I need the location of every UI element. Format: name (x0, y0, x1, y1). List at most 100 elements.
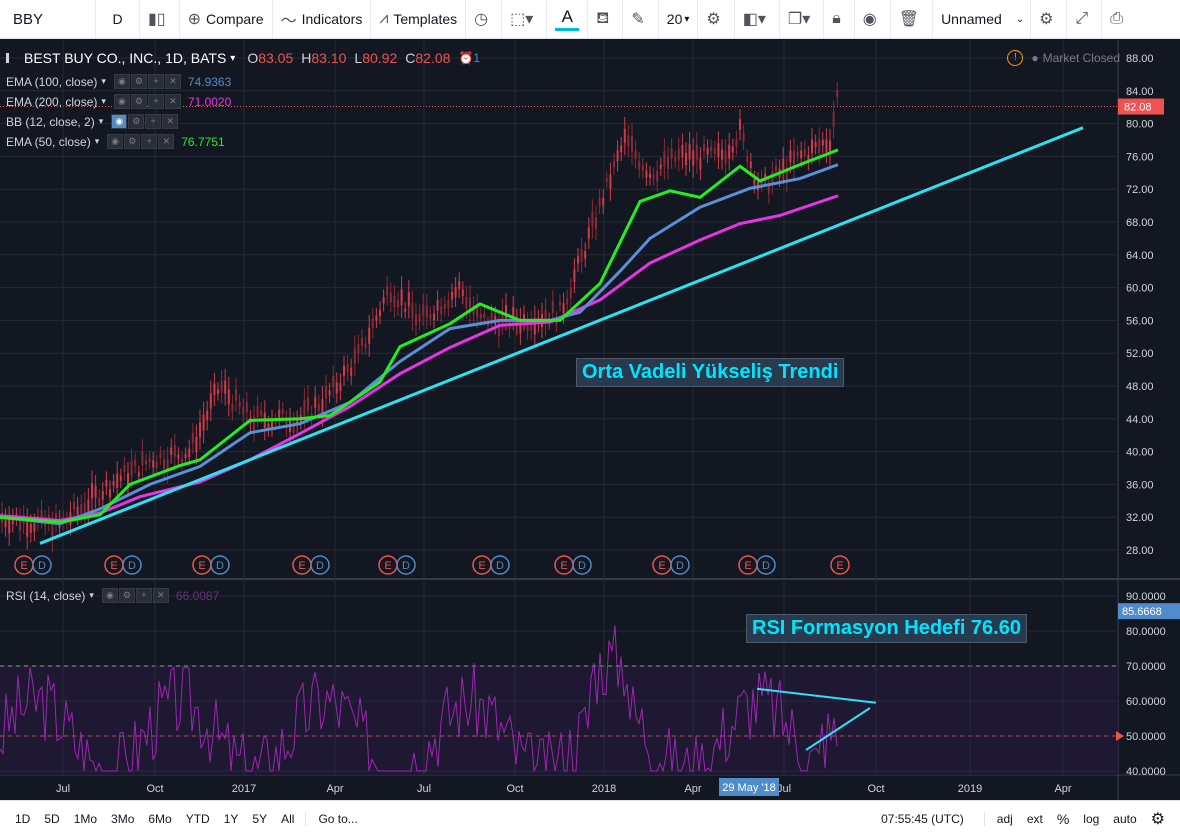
text-color-button[interactable]: A (547, 0, 589, 38)
indicator-legend-ema50[interactable]: EMA (50, close) ▾ ◉ ⚙ + ✕ 76.7751 (6, 134, 225, 149)
percent-toggle[interactable]: % (1056, 811, 1070, 827)
chevron-down-icon[interactable]: ▾ (101, 76, 106, 86)
snapshot-button[interactable]: ⎙ (1102, 0, 1136, 38)
gear-icon[interactable]: ⚙ (118, 588, 135, 603)
indicators-button[interactable]: 〜 Indicators (273, 0, 372, 38)
bring-front-button[interactable]: ◧▾ (735, 0, 780, 38)
range-5d[interactable]: 5D (44, 812, 60, 826)
gear-icon[interactable]: ⚙ (130, 74, 147, 89)
auto-toggle[interactable]: auto (1113, 812, 1137, 826)
indicator-legend-bb[interactable]: BB (12, close, 2) ▾ ◉ ⚙ + ✕ (6, 114, 185, 129)
visibility-button[interactable]: ◉ (855, 0, 891, 38)
collapse-legend-icon[interactable] (6, 53, 19, 63)
close-icon[interactable]: ✕ (164, 74, 181, 89)
delete-button[interactable]: 🗑︎ (891, 0, 934, 38)
chevron-down-icon[interactable]: ▾ (230, 52, 236, 64)
price-pane[interactable] (0, 40, 1118, 578)
alert-button[interactable]: ◷ (466, 0, 503, 38)
symbol-title[interactable]: BEST BUY CO., INC., 1D, BATS (24, 50, 227, 66)
indicator-controls[interactable]: ◉ ⚙ + ✕ (113, 74, 182, 89)
gear-icon[interactable]: ⚙ (130, 94, 147, 109)
line-style-button[interactable]: ⬚▾ (502, 0, 548, 38)
layout-name-select[interactable]: Unnamed ⌄ (933, 0, 1032, 38)
chevron-down-icon[interactable]: ▾ (94, 136, 100, 146)
symbol-search[interactable]: BBY (0, 0, 96, 38)
indicator-controls[interactable]: ◉ ⚙ + ✕ (111, 114, 179, 129)
templates-button[interactable]: ⩘ Templates (371, 0, 467, 38)
fill-color-button[interactable]: ⛾ (588, 0, 624, 38)
market-status-label: Market Closed (1042, 51, 1120, 65)
close-icon[interactable]: ✕ (152, 588, 169, 603)
resolution-button[interactable]: D (96, 0, 140, 38)
eye-off-icon[interactable]: ◉ (111, 114, 128, 129)
close-icon[interactable]: ✕ (164, 94, 181, 109)
ext-toggle[interactable]: ext (1026, 812, 1043, 826)
chevron-down-icon: ⌄ (1015, 13, 1025, 25)
chart-style-button[interactable]: ▮▯ (140, 0, 180, 38)
chart-settings-button[interactable]: ⚙ (1031, 0, 1068, 38)
plus-icon[interactable]: + (135, 588, 152, 603)
eye-icon[interactable]: ◉ (113, 74, 130, 89)
plus-icon[interactable]: + (147, 74, 164, 89)
indicator-legend-rsi[interactable]: RSI (14, close) ▾ ◉ ⚙ + ✕ 66.0087 (6, 588, 219, 603)
indicator-value: 71.0020 (187, 94, 232, 109)
compare-button[interactable]: ⊕ Compare (180, 0, 273, 38)
candle-body (339, 382, 342, 391)
close-icon[interactable]: ✕ (158, 134, 175, 149)
range-1y[interactable]: 1Y (223, 812, 239, 826)
candle-body (253, 417, 255, 431)
lock-button[interactable]: 🔒︎ (824, 0, 855, 38)
alarm-clock-icon: ⏰ (458, 51, 474, 65)
candle-body (227, 389, 230, 405)
indicator-legend-ema100[interactable]: EMA (100, close) ▾ ◉ ⚙ + ✕ 74.9363 (6, 74, 231, 89)
range-1mo[interactable]: 1Mo (73, 812, 98, 826)
candle-body (188, 448, 191, 457)
indicator-controls[interactable]: ◉ ⚙ + ✕ (101, 588, 170, 603)
gear-icon[interactable]: ⚙ (128, 114, 145, 129)
log-toggle[interactable]: log (1083, 812, 1100, 826)
rsi-resistance-line (756, 687, 877, 704)
candle-body (746, 156, 749, 162)
chevron-down-icon[interactable]: ▾ (89, 590, 94, 600)
rsi-target-annotation[interactable]: RSI Formasyon Hedefi 76.60 (746, 614, 1027, 643)
trend-annotation[interactable]: Orta Vadeli Yükseliş Trendi (576, 358, 845, 387)
trash-icon: 🗑︎ (898, 11, 920, 28)
indicator-controls[interactable]: ◉ ⚙ + ✕ (113, 94, 182, 109)
range-5y[interactable]: 5Y (252, 812, 268, 826)
range-1d[interactable]: 1D (15, 812, 31, 826)
range-6mo[interactable]: 6Mo (148, 812, 172, 826)
candle-body (749, 161, 752, 169)
chart-canvas[interactable]: 88.00 84.00 80.00 76.00 72.00 68.00 64.00 60.00… (0, 40, 1180, 800)
settings-button[interactable]: ⚙ (698, 0, 735, 38)
close-icon[interactable]: ✕ (162, 114, 179, 129)
font-size-select[interactable]: 20 ▾ (659, 0, 699, 38)
range-3mo[interactable]: 3Mo (111, 812, 135, 826)
gear-icon[interactable]: ⚙ (124, 134, 141, 149)
price-axis[interactable]: 88.00 84.00 80.00 76.00 72.00 68.00 64.00 60.00… (1118, 53, 1164, 557)
eye-icon[interactable]: ◉ (113, 94, 130, 109)
clock-readout[interactable]: 07:55:45 (UTC) (881, 812, 964, 826)
line-color-button[interactable]: ✎ (623, 0, 659, 38)
plus-icon[interactable]: + (141, 134, 158, 149)
chevron-down-icon[interactable]: ▾ (101, 96, 106, 106)
trend-line-group[interactable] (39, 126, 1084, 545)
fullscreen-button[interactable]: ⤢ (1067, 0, 1103, 38)
eye-icon[interactable]: ◉ (101, 588, 118, 603)
adj-toggle[interactable]: adj (983, 812, 1020, 826)
chevron-down-icon[interactable]: ▾ (98, 116, 104, 126)
eye-icon[interactable]: ◉ (107, 134, 124, 149)
range-ytd[interactable]: YTD (185, 812, 210, 826)
chart-area[interactable]: 88.00 84.00 80.00 76.00 72.00 68.00 64.00 60.00… (0, 40, 1180, 800)
range-all[interactable]: All (281, 812, 295, 826)
goto-button[interactable]: Go to... (305, 812, 364, 826)
indicator-legend-ema200[interactable]: EMA (200, close) ▾ ◉ ⚙ + ✕ 71.0020 (6, 94, 231, 109)
plus-icon[interactable]: + (147, 94, 164, 109)
rsi-axis[interactable]: 90.0000 80.0000 70.0000 60.0000 50.0000 40.00… (1116, 591, 1180, 778)
warning-icon[interactable]: ! (1007, 50, 1024, 66)
time-axis[interactable]: Jul Oct 2017 Apr Jul Oct 2018 Apr Jul Oct 2019 Apr 2… (56, 778, 1072, 796)
indicator-controls[interactable]: ◉ ⚙ + ✕ (107, 134, 175, 149)
clone-button[interactable]: ❐▾ (780, 0, 825, 38)
gear-icon[interactable]: ⚙ (1150, 811, 1165, 828)
plus-icon[interactable]: + (145, 114, 162, 129)
